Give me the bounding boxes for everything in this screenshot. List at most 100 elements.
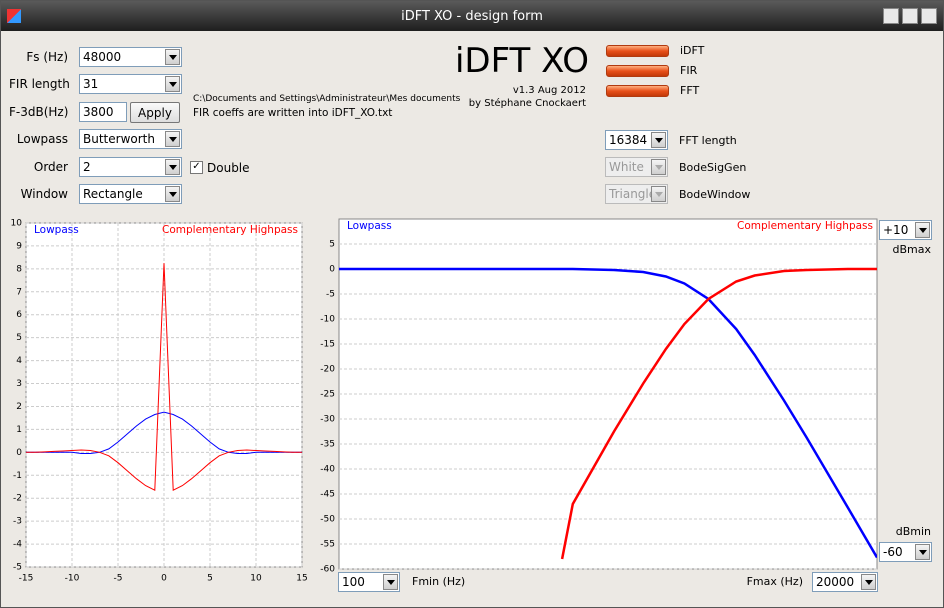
y-tick-label: 2 [16,402,22,412]
control-label: BodeSigGen [679,161,747,174]
maximize-button[interactable] [902,8,918,24]
dropdown[interactable]: -60 [879,542,932,562]
dropdown-arrow [651,132,666,148]
y-tick-label: 0 [16,448,22,458]
window-title: iDFT XO - design form [401,9,543,24]
x-tick-label: 10 [250,574,262,584]
y-tick-label: 5 [329,240,335,250]
dropdown-arrow [165,76,180,92]
dropdown-value: 20000 [816,575,855,589]
coeffs-note: FIR coeffs are written into iDFT_XO.txt [193,107,393,119]
dropdown[interactable]: 20000 [812,572,878,592]
legend-button[interactable] [606,85,669,97]
dropdown[interactable]: Rectangle [79,184,182,204]
checkbox[interactable]: ✓ [190,161,203,174]
author: by Stéphane Cnockaert [468,98,586,109]
field-label: FIR length [9,77,70,91]
x-tick-label: -5 [114,574,123,584]
y-tick-label: -20 [320,365,335,375]
y-tick-label: -35 [320,440,335,450]
y-tick-label: -60 [320,565,335,575]
dropdown-arrow [165,131,180,147]
series-line [26,263,302,491]
legend-button-label: iDFT [680,44,705,57]
y-tick-label: -55 [320,540,335,550]
y-tick-label: 1 [16,425,22,435]
legend-label: Complementary Highpass [737,220,873,232]
y-tick-label: -5 [326,290,335,300]
x-tick-label: 0 [161,574,167,584]
dropdown-arrow [651,159,666,175]
control-label: dBmin [895,525,931,538]
control-label: dBmax [892,243,932,256]
app-icon [7,9,21,23]
y-tick-label: 6 [16,310,22,320]
dropdown-value: Rectangle [83,187,143,201]
dropdown-value: 2 [83,160,91,174]
textbox[interactable]: 3800 [79,102,127,122]
legend-button-label: FFT [680,84,700,97]
plot-area [338,218,878,570]
x-tick-label: -15 [19,574,34,584]
minimize-button[interactable] [883,8,899,24]
y-tick-label: 9 [16,241,22,251]
dropdown-arrow [165,49,180,65]
y-tick-label: -45 [320,490,335,500]
field-label: F-3dB(Hz) [9,105,69,119]
dropdown[interactable]: 48000 [79,47,182,67]
dropdown-value: +10 [883,223,909,237]
dropdown: Triangle [605,184,668,204]
y-tick-label: -25 [320,390,335,400]
checkbox-label: Double [207,161,250,175]
dropdown[interactable]: 31 [79,74,182,94]
y-tick-label: -5 [13,563,22,573]
dropdown-value: 16384 [609,133,648,147]
dropdown-value: Butterworth [83,132,155,146]
legend-button[interactable] [606,65,669,77]
field-label: Fs (Hz) [26,50,68,64]
y-tick-label: -15 [320,340,335,350]
dropdown-arrow [915,222,930,238]
dropdown-value: 48000 [83,50,122,64]
legend-button-label: FIR [680,64,698,77]
dropdown-value: White [609,160,644,174]
y-tick-label: -1 [13,471,22,481]
app-title: iDFT XO [454,41,589,81]
field-label: Window [20,187,68,201]
dropdown-arrow [915,544,930,560]
dropdown[interactable]: Butterworth [79,129,182,149]
series-line [26,411,302,454]
dropdown-arrow [861,574,876,590]
dropdown-value: -60 [883,545,903,559]
apply-button[interactable]: Apply [130,102,180,123]
x-tick-label: 15 [296,574,307,584]
control-label: BodeWindow [679,188,751,201]
y-tick-label: 3 [16,379,22,389]
dropdown[interactable]: 2 [79,157,182,177]
y-tick-label: -4 [13,540,22,550]
dropdown[interactable]: 100 [338,572,400,592]
y-tick-label: -50 [320,515,335,525]
y-tick-label: 5 [16,333,22,343]
control-label: FFT length [679,134,737,147]
dropdown-arrow [165,159,180,175]
close-button[interactable] [921,8,937,24]
dropdown[interactable]: 16384 [605,130,668,150]
title-bar: iDFT XO - design form [1,1,943,31]
x-tick-label: 5 [207,574,213,584]
dropdown-value: Triangle [609,187,657,201]
y-tick-label: 10 [11,219,23,229]
control-label: Fmin (Hz) [412,575,466,588]
x-tick-label: -10 [65,574,80,584]
dropdown-value: 31 [83,77,99,91]
legend-button[interactable] [606,45,669,57]
series-line [560,267,877,560]
version: v1.3 Aug 2012 [512,85,586,96]
y-tick-label: 0 [329,265,335,275]
dropdown-arrow [383,574,398,590]
dropdown-arrow [165,186,180,202]
dropdown[interactable]: +10 [879,220,932,240]
y-tick-label: -3 [13,517,22,527]
